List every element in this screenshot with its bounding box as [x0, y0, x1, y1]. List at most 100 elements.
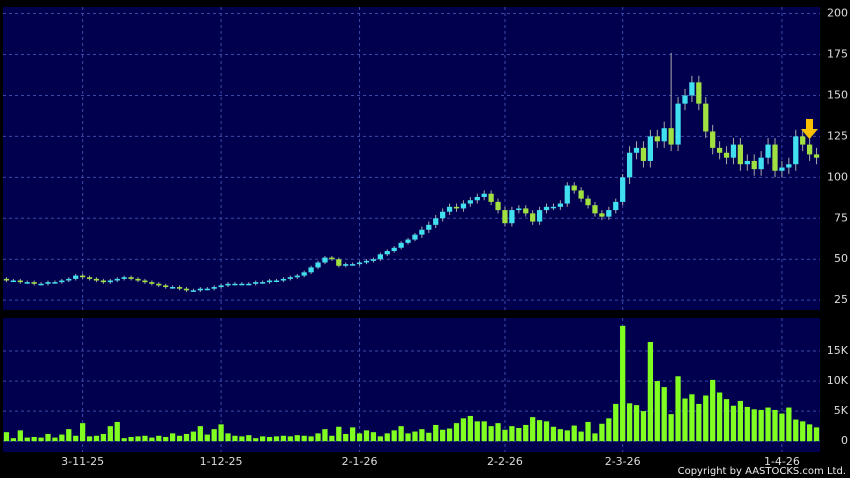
- x-tick-label: 2-1-26: [342, 455, 378, 468]
- volume-bar: [176, 435, 183, 442]
- candle-body: [308, 267, 314, 273]
- candle-body: [170, 287, 176, 289]
- candle-body: [183, 288, 190, 291]
- volume-bar: [239, 436, 245, 442]
- candle-body: [474, 196, 480, 201]
- candle-body: [606, 210, 612, 217]
- volume-bar: [356, 433, 363, 442]
- candle-body: [370, 259, 377, 261]
- volume-bar: [571, 425, 577, 442]
- candle-body: [578, 190, 584, 199]
- candle-body: [654, 136, 660, 142]
- y-tick-label: 25: [834, 293, 848, 306]
- volume-bar: [481, 421, 487, 442]
- candle-body: [280, 278, 287, 281]
- volume-bar: [370, 432, 377, 442]
- volume-bar: [350, 427, 356, 442]
- volume-bar: [266, 436, 273, 442]
- y-tick-label: 175: [827, 47, 848, 60]
- candle-body: [100, 280, 107, 283]
- volume-bar: [66, 429, 72, 442]
- candle-body: [107, 280, 113, 283]
- candle-body: [329, 257, 335, 260]
- candle-body: [703, 103, 709, 132]
- volume-bar: [100, 433, 107, 442]
- candle-body: [661, 128, 667, 142]
- volume-bar: [142, 435, 148, 442]
- volume-bar: [453, 423, 460, 442]
- volume-bar: [273, 436, 280, 442]
- y-tick-label: 0: [841, 434, 848, 447]
- candle-body: [426, 224, 432, 230]
- volume-bar: [689, 394, 695, 442]
- volume-bar: [426, 432, 432, 442]
- copyright: Copyright by AASTOCKS.com Ltd.: [678, 466, 846, 477]
- volume-bar: [211, 429, 217, 442]
- y-tick-label: 50: [834, 252, 848, 265]
- candle-body: [73, 275, 79, 279]
- volume-bar: [682, 398, 688, 442]
- candle-body: [765, 144, 771, 158]
- candle-body: [156, 283, 162, 286]
- volume-bar: [121, 438, 127, 442]
- volume-bar: [765, 407, 771, 442]
- volume-bar: [502, 429, 508, 442]
- y-tick-label: 150: [827, 88, 848, 101]
- candle-body: [633, 147, 640, 153]
- candle-body: [218, 285, 224, 288]
- candle-body: [350, 264, 356, 266]
- volume-bar: [24, 437, 30, 442]
- candle-body: [17, 280, 23, 283]
- candle-body: [710, 131, 716, 148]
- volume-bar: [661, 387, 667, 442]
- volume-bar: [668, 414, 674, 442]
- volume-bar: [377, 436, 383, 442]
- y-tick-label: 100: [827, 170, 848, 183]
- candle-body: [114, 278, 120, 281]
- volume-bar: [536, 420, 543, 442]
- volume-bar: [294, 435, 300, 442]
- volume-bar: [737, 400, 744, 442]
- candle-body: [640, 147, 647, 161]
- candle-body: [128, 277, 134, 279]
- volume-bar: [218, 424, 224, 442]
- volume-bar: [163, 436, 169, 442]
- y-tick-label: 125: [827, 129, 848, 142]
- volume-bar: [730, 405, 737, 442]
- candle-body: [391, 247, 397, 252]
- candle-body: [266, 280, 273, 283]
- volume-bar: [280, 435, 287, 442]
- volume-bar: [128, 436, 134, 442]
- volume-bar: [79, 423, 86, 442]
- candle-body: [523, 208, 529, 214]
- volume-bar: [225, 433, 231, 442]
- y-tick-label: 15K: [827, 344, 849, 357]
- volume-bar: [59, 434, 65, 442]
- volume-bar: [474, 421, 480, 442]
- y-tick-label: 75: [834, 211, 848, 224]
- candle-body: [557, 203, 563, 207]
- volume-bar: [800, 421, 806, 442]
- volume-bar: [232, 435, 238, 442]
- volume-bar: [779, 413, 785, 442]
- volume-bar: [758, 409, 764, 442]
- candle-body: [696, 82, 702, 104]
- candle-body: [38, 283, 44, 286]
- volume-bar: [31, 436, 37, 442]
- candle-body: [121, 277, 127, 279]
- volume-bar: [204, 434, 210, 442]
- volume-bar: [516, 427, 522, 442]
- volume-bar: [405, 433, 411, 442]
- volume-bar: [197, 426, 203, 442]
- candle-body: [294, 275, 300, 278]
- volume-bar: [599, 423, 605, 442]
- candle-body: [405, 239, 411, 243]
- volume-bar: [509, 426, 515, 442]
- volume-bar: [52, 437, 58, 442]
- volume-bar: [433, 424, 439, 442]
- volume-bar: [315, 433, 321, 442]
- volume-bar: [246, 435, 252, 442]
- x-tick-label: 3-11-25: [61, 455, 104, 468]
